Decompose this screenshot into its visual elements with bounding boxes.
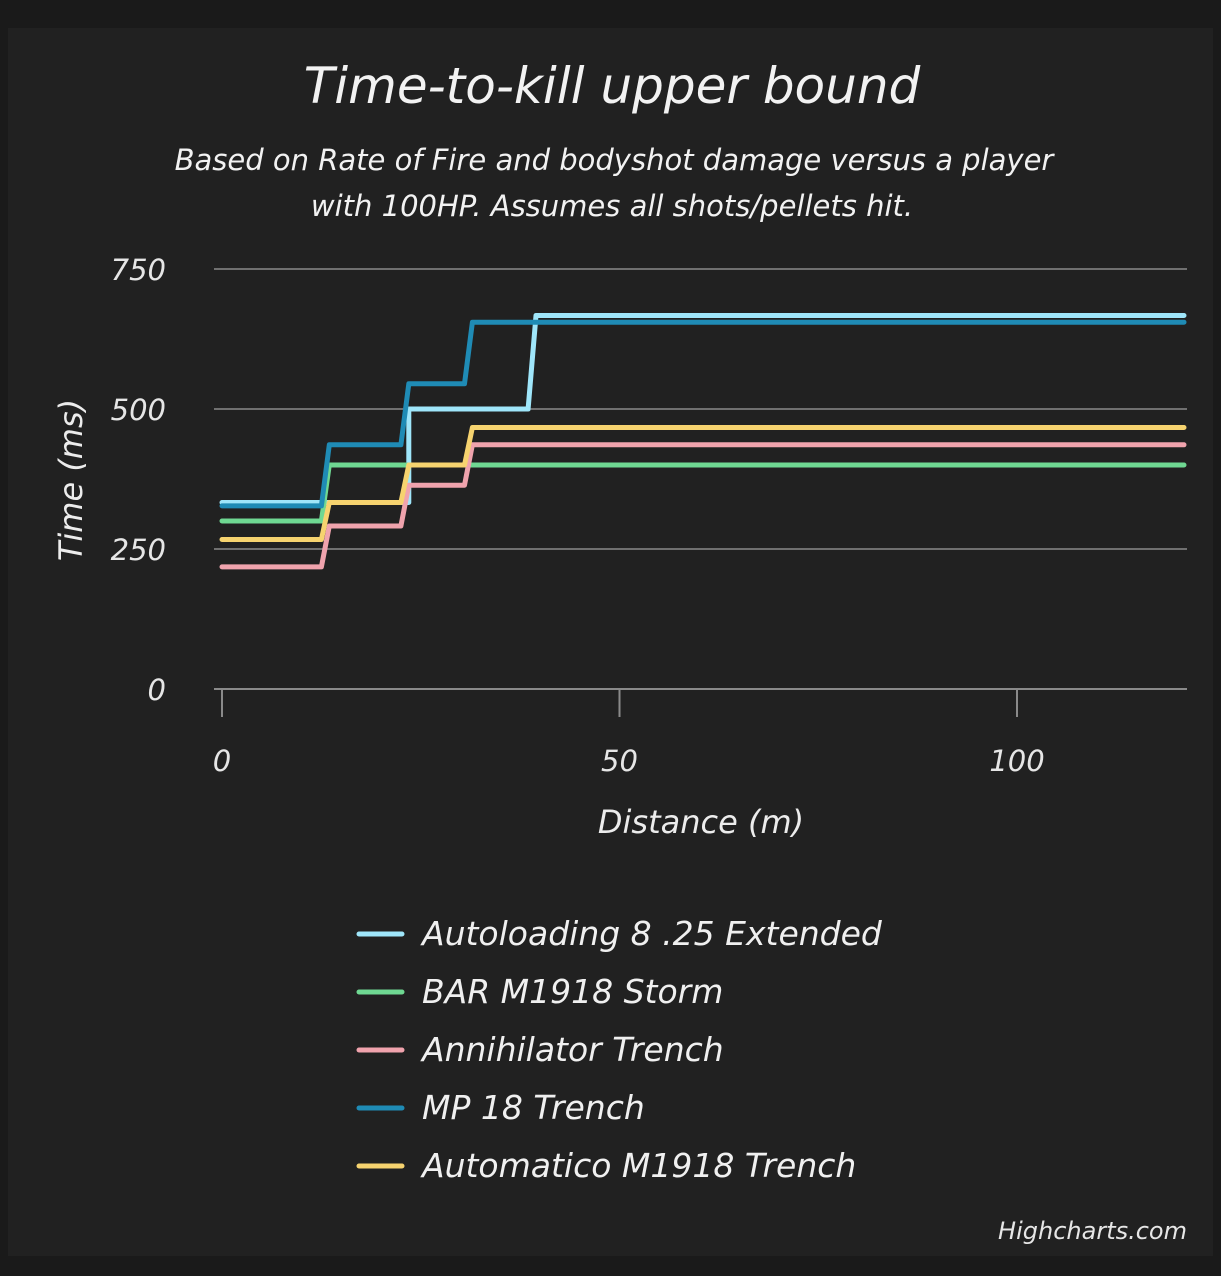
series-line-3[interactable] — [219, 442, 1187, 570]
y-tick-label: 750 — [111, 253, 166, 287]
legend-label: Automatico M1918 Trench — [420, 1146, 856, 1185]
legend-label: Annihilator Trench — [420, 1030, 724, 1069]
chart-card — [8, 28, 1213, 1256]
chart-title: Time-to-kill upper bound — [304, 57, 921, 115]
legend: Autoloading 8 .25 Extended BAR M1918 Stor… — [356, 914, 883, 1185]
x-tick-label: 0 — [213, 744, 231, 778]
y-axis-title: Time (ms) — [52, 399, 90, 561]
legend-item-1[interactable]: Autoloading 8 .25 Extended — [356, 914, 883, 953]
x-tick-label: 100 — [989, 744, 1044, 778]
legend-label: BAR M1918 Storm — [422, 972, 723, 1011]
x-axis-title: Distance (m) — [598, 803, 804, 841]
grid-layer: 0 250 500 750 — [111, 253, 1187, 707]
series-line-5[interactable] — [219, 425, 1187, 542]
y-tick-label: 250 — [111, 533, 166, 567]
credits-link[interactable]: Highcharts.com — [998, 1217, 1187, 1245]
x-tick-label: 50 — [601, 744, 638, 778]
y-tick-label: 0 — [148, 673, 166, 707]
legend-item-5[interactable]: Automatico M1918 Trench — [356, 1146, 856, 1185]
series-layer — [219, 313, 1187, 570]
legend-label: Autoloading 8 .25 Extended — [420, 914, 883, 953]
y-tick-label: 500 — [111, 393, 166, 427]
legend-label: MP 18 Trench — [422, 1088, 645, 1127]
x-axis: 0 50 100 — [213, 688, 1187, 778]
legend-item-3[interactable]: Annihilator Trench — [356, 1030, 724, 1069]
series-line-2[interactable] — [219, 462, 1187, 524]
chart-subtitle-line-2: with 100HP. Assumes all shots/pellets hi… — [311, 189, 913, 223]
series-line-4[interactable] — [219, 319, 1187, 509]
legend-item-4[interactable]: MP 18 Trench — [356, 1088, 645, 1127]
chart-subtitle-line-1: Based on Rate of Fire and bodyshot damag… — [175, 143, 1056, 177]
legend-item-2[interactable]: BAR M1918 Storm — [356, 972, 723, 1011]
